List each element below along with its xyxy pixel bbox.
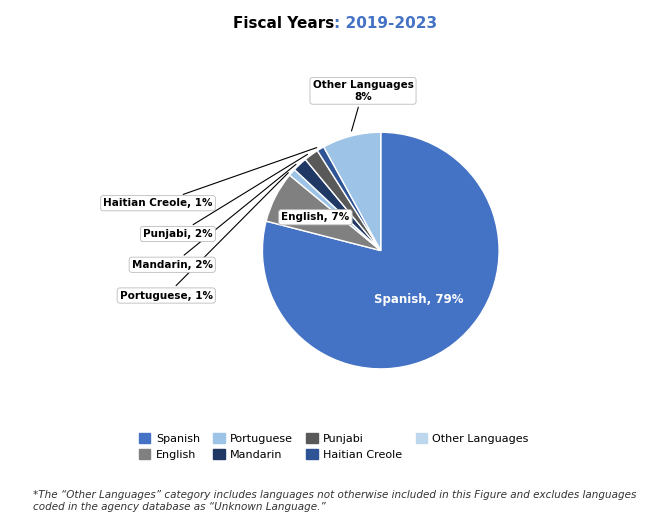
Legend: Spanish, English, Portuguese, Mandarin, Punjabi, Haitian Creole, Other Languages: Spanish, English, Portuguese, Mandarin, … [135,429,533,464]
Text: Punjabi, 2%: Punjabi, 2% [143,155,307,239]
Wedge shape [290,170,381,251]
Text: *The “Other Languages” category includes languages not otherwise included in thi: *The “Other Languages” category includes… [33,490,637,512]
Text: Mandarin, 2%: Mandarin, 2% [132,164,296,270]
Wedge shape [305,151,381,251]
Wedge shape [317,147,381,251]
Text: : 2019-2023: : 2019-2023 [334,16,437,31]
Text: Portuguese, 1%: Portuguese, 1% [120,173,289,301]
Wedge shape [295,159,381,251]
Wedge shape [266,175,381,251]
Text: Other Languages
8%: Other Languages 8% [313,80,413,131]
Text: Haitian Creole, 1%: Haitian Creole, 1% [104,148,317,208]
Text: Spanish, 79%: Spanish, 79% [373,293,463,306]
Wedge shape [324,132,381,251]
Text: Fiscal Years: Fiscal Years [232,16,334,31]
Wedge shape [263,132,499,369]
Text: English, 7%: English, 7% [281,212,349,222]
